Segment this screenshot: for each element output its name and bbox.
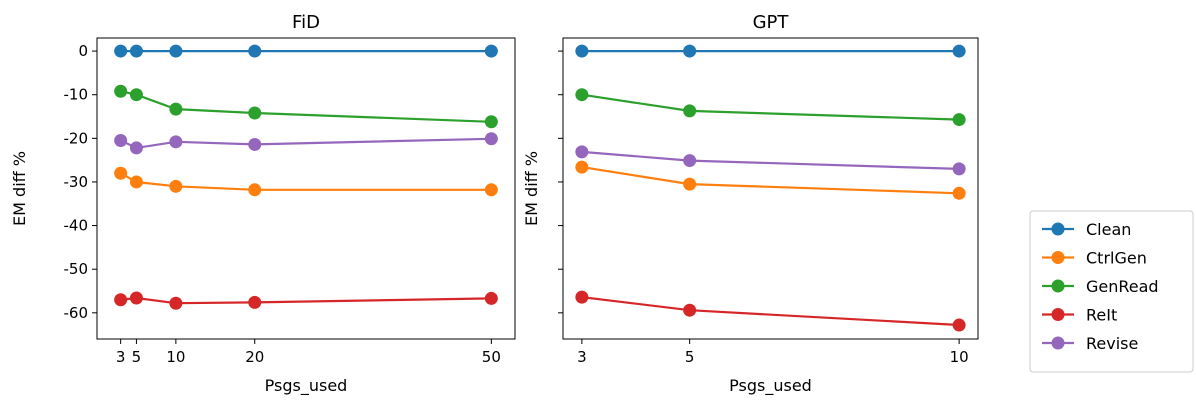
fid-y-tick-label: -30 <box>64 173 89 191</box>
legend-label-reit: ReIt <box>1086 306 1117 325</box>
fid-data-point-revise <box>129 141 143 155</box>
fid-data-point-genread <box>114 84 128 98</box>
gpt-series-line-genread <box>581 93 960 121</box>
gpt-series-line-reit <box>581 296 960 327</box>
fid-x-tick-label: 10 <box>166 348 185 366</box>
gpt-data-point-clean <box>683 44 697 58</box>
fid-data-point-ctrlgen <box>484 183 498 197</box>
fid-chart-panel: FiD EM diff % Psgs_used 0 -10 -20 -30 -40 -50 -60… <box>10 12 516 396</box>
fid-data-point-ctrlgen <box>114 166 128 180</box>
gpt-data-point-genread <box>575 88 589 102</box>
gpt-data-point-clean <box>575 44 589 58</box>
fid-data-point-reit <box>114 293 128 307</box>
fid-y-tick-label: -20 <box>64 129 89 147</box>
fid-x-tick-label: 3 <box>116 348 126 366</box>
gpt-plot-frame <box>562 37 979 340</box>
legend-marker-reit <box>1051 308 1065 321</box>
gpt-data-point-genread <box>683 104 697 118</box>
gpt-data-point-revise <box>683 154 697 168</box>
fid-x-tick-label: 50 <box>482 348 501 366</box>
fid-chart-title: FiD <box>292 12 320 33</box>
gpt-y-axis-label: EM diff % <box>522 151 541 226</box>
gpt-x-tick-label: 5 <box>685 348 695 366</box>
fid-y-tick-label: -60 <box>64 304 89 322</box>
fid-data-point-ctrlgen <box>248 183 262 197</box>
fid-data-point-clean <box>114 44 128 58</box>
gpt-data-point-ctrlgen <box>952 186 966 200</box>
gpt-data-point-genread <box>952 113 966 127</box>
gpt-data-point-reit <box>683 303 697 317</box>
legend-box <box>1029 210 1194 373</box>
fid-plot-frame <box>96 37 516 340</box>
gpt-data-point-ctrlgen <box>575 160 589 174</box>
fid-data-point-genread <box>169 102 183 116</box>
gpt-series-line-revise <box>581 150 960 170</box>
gpt-x-tick-label: 10 <box>950 348 969 366</box>
fid-data-point-reit <box>169 296 183 310</box>
fid-y-tick-label: -10 <box>64 86 89 104</box>
legend-label-clean: Clean <box>1086 220 1131 239</box>
fid-data-point-revise <box>114 134 128 148</box>
legend-marker-clean <box>1051 222 1065 236</box>
gpt-x-axis-label: Psgs_used <box>729 376 812 396</box>
gpt-data-point-revise <box>952 162 966 176</box>
legend-marker-ctrlgen <box>1051 251 1065 264</box>
fid-data-point-genread <box>129 88 143 102</box>
gpt-x-tick-label: 3 <box>577 348 587 366</box>
fid-data-point-ctrlgen <box>129 175 143 189</box>
fid-data-point-genread <box>248 106 262 120</box>
fid-data-point-reit <box>248 295 262 309</box>
legend-label-ctrlgen: CtrlGen <box>1086 249 1147 268</box>
fid-data-point-reit <box>484 291 498 305</box>
legend: Clean CtrlGen GenRead ReIt Revise <box>1029 210 1194 373</box>
gpt-data-point-ctrlgen <box>683 177 697 191</box>
fid-data-point-clean <box>129 44 143 58</box>
fid-x-tick-label: 5 <box>132 348 142 366</box>
fid-data-point-reit <box>129 291 143 305</box>
gpt-data-point-reit <box>952 318 966 332</box>
gpt-series-line-ctrlgen <box>581 166 960 195</box>
fid-data-point-clean <box>169 44 183 58</box>
fid-data-point-clean <box>484 44 498 58</box>
fid-y-tick-label: -40 <box>64 217 89 235</box>
fid-y-tick-label: -50 <box>64 260 89 278</box>
fid-data-point-revise <box>484 132 498 146</box>
gpt-data-point-reit <box>575 290 589 304</box>
fid-x-axis-label: Psgs_used <box>265 376 348 396</box>
fid-y-tick-label: 0 <box>78 42 88 60</box>
fid-x-tick-label: 20 <box>245 348 264 366</box>
gpt-chart-title: GPT <box>753 12 790 33</box>
fid-y-axis-label: EM diff % <box>10 151 29 226</box>
legend-marker-genread <box>1051 279 1065 293</box>
legend-label-genread: GenRead <box>1086 277 1159 296</box>
fid-data-point-revise <box>248 137 262 151</box>
gpt-data-point-revise <box>575 145 589 159</box>
fid-data-point-ctrlgen <box>169 179 183 193</box>
gpt-data-point-clean <box>952 44 966 58</box>
gpt-chart-panel: GPT EM diff % Psgs_used 3 5 10 <box>522 12 979 396</box>
fid-data-point-genread <box>484 115 498 129</box>
legend-marker-revise <box>1051 336 1065 350</box>
fid-data-point-revise <box>169 135 183 149</box>
fid-data-point-clean <box>248 44 262 58</box>
legend-label-revise: Revise <box>1086 334 1138 353</box>
